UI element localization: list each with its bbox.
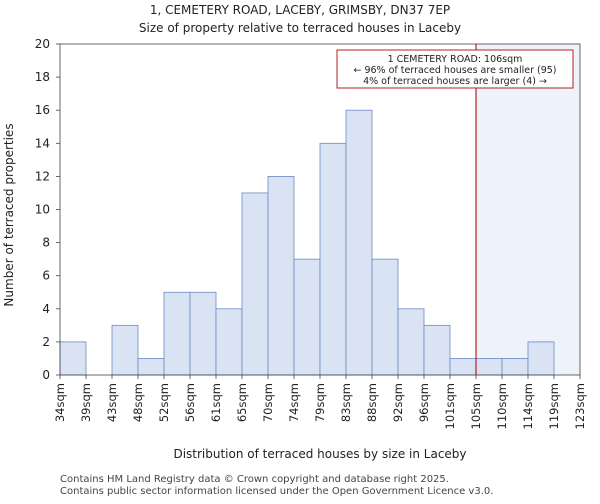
x-tick-label: 101sqm <box>443 383 457 429</box>
y-tick-label: 2 <box>42 335 50 349</box>
x-tick-label: 114sqm <box>521 383 535 429</box>
x-tick-label: 123sqm <box>573 383 587 429</box>
footer-line2: Contains public sector information licen… <box>60 486 493 497</box>
chart-title-line2: Size of property relative to terraced ho… <box>139 21 461 35</box>
y-tick-label: 20 <box>35 37 50 51</box>
chart-title-line1: 1, CEMETERY ROAD, LACEBY, GRIMSBY, DN37 … <box>150 3 450 17</box>
x-tick-label: 96sqm <box>417 383 431 422</box>
y-tick-label: 12 <box>35 169 50 183</box>
x-tick-label: 39sqm <box>79 383 93 422</box>
annotation-line2: ← 96% of terraced houses are smaller (95… <box>353 65 556 76</box>
bar-92sqm <box>397 308 425 376</box>
x-tick-label: 105sqm <box>469 383 483 429</box>
x-axis-label: Distribution of terraced houses by size … <box>173 447 466 461</box>
x-tick-label: 34sqm <box>53 383 67 422</box>
y-tick-label: 18 <box>35 70 50 84</box>
bar-56sqm <box>189 291 217 376</box>
x-tick-label: 70sqm <box>261 383 275 422</box>
x-tick-label: 56sqm <box>183 383 197 422</box>
bar-96sqm <box>423 324 451 376</box>
y-tick-label: 14 <box>35 136 50 150</box>
annotation-box <box>336 49 574 89</box>
y-tick-label: 16 <box>35 103 50 117</box>
bar-65sqm <box>241 192 269 376</box>
bar-52sqm <box>163 291 191 376</box>
x-tick-label: 74sqm <box>287 383 301 422</box>
y-tick-label: 0 <box>42 368 50 382</box>
x-tick-label: 43sqm <box>105 383 119 422</box>
x-tick-label: 92sqm <box>391 383 405 422</box>
x-tick-label: 52sqm <box>157 383 171 422</box>
bar-105sqm <box>475 358 503 376</box>
bar-101sqm <box>449 358 477 376</box>
x-tick-label: 119sqm <box>547 383 561 429</box>
x-tick-label: 88sqm <box>365 383 379 422</box>
bar-79sqm <box>319 142 347 376</box>
bar-48sqm <box>137 358 165 376</box>
x-tick-label: 61sqm <box>209 383 223 422</box>
bar-88sqm <box>371 258 399 376</box>
bar-74sqm <box>293 258 321 376</box>
bar-83sqm <box>345 109 373 376</box>
footer-line1: Contains HM Land Registry data © Crown c… <box>60 474 449 485</box>
x-tick-label: 48sqm <box>131 383 145 422</box>
x-tick-label: 79sqm <box>313 383 327 422</box>
y-axis-label: Number of terraced properties <box>2 123 16 306</box>
y-tick-label: 6 <box>42 269 50 283</box>
x-tick-label: 110sqm <box>495 383 509 429</box>
bar-61sqm <box>215 308 243 376</box>
annotation-line3: 4% of terraced houses are larger (4) → <box>363 76 547 87</box>
y-tick-label: 4 <box>42 302 50 316</box>
bar-110sqm <box>501 358 529 376</box>
bar-43sqm <box>111 324 139 376</box>
y-tick-label: 10 <box>35 203 50 217</box>
annotation-line1: 1 CEMETERY ROAD: 106sqm <box>388 54 523 65</box>
x-tick-label: 83sqm <box>339 383 353 422</box>
bar-114sqm <box>527 341 555 376</box>
bar-70sqm <box>267 175 295 376</box>
x-tick-label: 65sqm <box>235 383 249 422</box>
y-tick-label: 8 <box>42 236 50 250</box>
highlight-region <box>476 44 580 375</box>
bar-34sqm <box>59 341 87 376</box>
